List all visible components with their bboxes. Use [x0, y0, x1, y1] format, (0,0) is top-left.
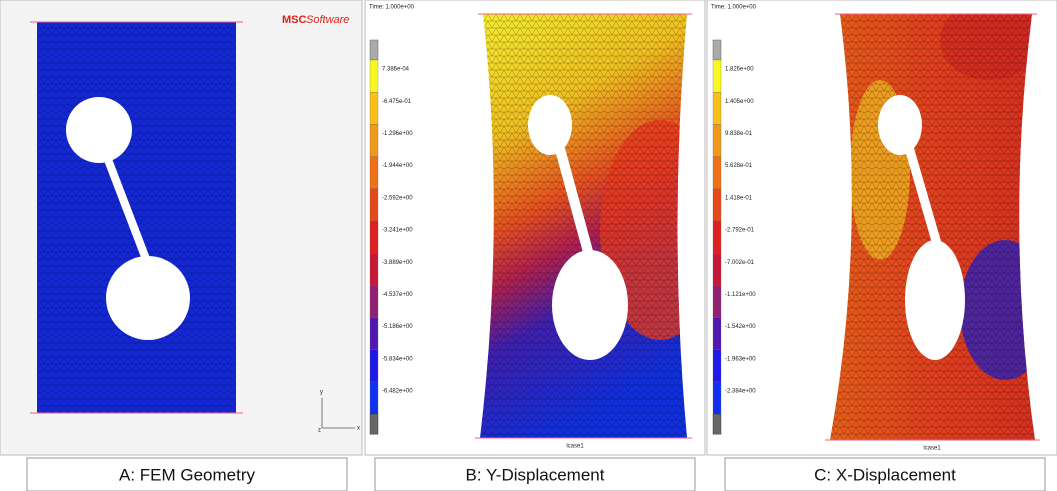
legend-label: -1.944e+00	[382, 163, 413, 169]
legend-label: -2.792e-01	[725, 228, 755, 234]
legend-label: -7.002e-01	[725, 260, 755, 266]
specimen-a	[30, 22, 243, 413]
legend-swatch	[370, 92, 378, 124]
legend-swatch	[370, 221, 378, 253]
legend-swatch	[370, 60, 378, 92]
legend-swatch	[713, 92, 721, 124]
time-label: Time: 1.000e+00	[369, 5, 415, 11]
legend-label: -2.592e+00	[382, 195, 413, 201]
legend-swatch	[370, 157, 378, 189]
legend-swatch	[713, 60, 721, 92]
legend-swatch	[713, 285, 721, 317]
legend-swatch	[713, 157, 721, 189]
load-case: lcase1	[566, 444, 584, 450]
legend-swatch	[370, 382, 378, 414]
caption: A: FEM Geometry	[119, 465, 256, 484]
legend-swatch	[370, 189, 378, 221]
logo-brand: MSC	[282, 14, 307, 26]
logo-suffix: Software	[306, 14, 349, 26]
axis-z: z	[318, 428, 321, 434]
legend-swatch	[713, 253, 721, 285]
legend-swatch	[370, 350, 378, 382]
legend-swatch	[713, 124, 721, 156]
legend-label: 7.386e-04	[382, 67, 410, 73]
legend-label: -2.384e+00	[725, 389, 756, 395]
legend-swatch	[713, 189, 721, 221]
page: MSC Software y z x Time: 1.000e+00 lcase…	[0, 0, 1057, 491]
legend-label: 9.838e-01	[725, 131, 753, 137]
legend-swatch	[713, 350, 721, 382]
legend-label: -6.482e+00	[382, 389, 413, 395]
load-case: lcase1	[923, 446, 941, 452]
caption: C: X-Displacement	[814, 465, 956, 484]
legend-label: -1.121e+00	[725, 292, 756, 298]
legend-label: -3.889e+00	[382, 260, 413, 266]
captions: A: FEM Geometry B: Y-Displacement C: X-D…	[27, 458, 1045, 491]
axis-y: y	[320, 390, 323, 396]
legend-label: -4.537e+00	[382, 292, 413, 298]
specimen-c	[825, 0, 1050, 445]
legend-end	[370, 414, 378, 434]
legend-label: -1.542e+00	[725, 324, 756, 330]
legend-end	[713, 40, 721, 60]
legend-swatch	[713, 221, 721, 253]
legend-swatch	[370, 285, 378, 317]
legend-swatch	[713, 382, 721, 414]
caption: B: Y-Displacement	[466, 465, 605, 484]
legend-label: -1.296e+00	[382, 131, 413, 137]
legend-swatch	[370, 124, 378, 156]
legend-swatch	[370, 253, 378, 285]
legend-label: -6.475e-01	[382, 99, 412, 105]
figure: MSC Software y z x Time: 1.000e+00 lcase…	[0, 0, 1057, 491]
legend-label: 1.826e+00	[725, 67, 754, 73]
logo: MSC Software	[282, 14, 349, 26]
legend-end	[713, 414, 721, 434]
legend-label: 1.418e-01	[725, 195, 753, 201]
time-label: Time: 1.000e+00	[711, 5, 757, 11]
legend-end	[370, 40, 378, 60]
legend-label: -5.186e+00	[382, 324, 413, 330]
axis-x: x	[357, 426, 360, 432]
legend-swatch	[370, 318, 378, 350]
legend-label: -5.834e+00	[382, 356, 413, 362]
legend-label: -1.963e+00	[725, 356, 756, 362]
legend-label: 1.405e+00	[725, 99, 754, 105]
legend-swatch	[713, 318, 721, 350]
legend-label: -3.241e+00	[382, 228, 413, 234]
legend-label: 5.628e-01	[725, 163, 753, 169]
